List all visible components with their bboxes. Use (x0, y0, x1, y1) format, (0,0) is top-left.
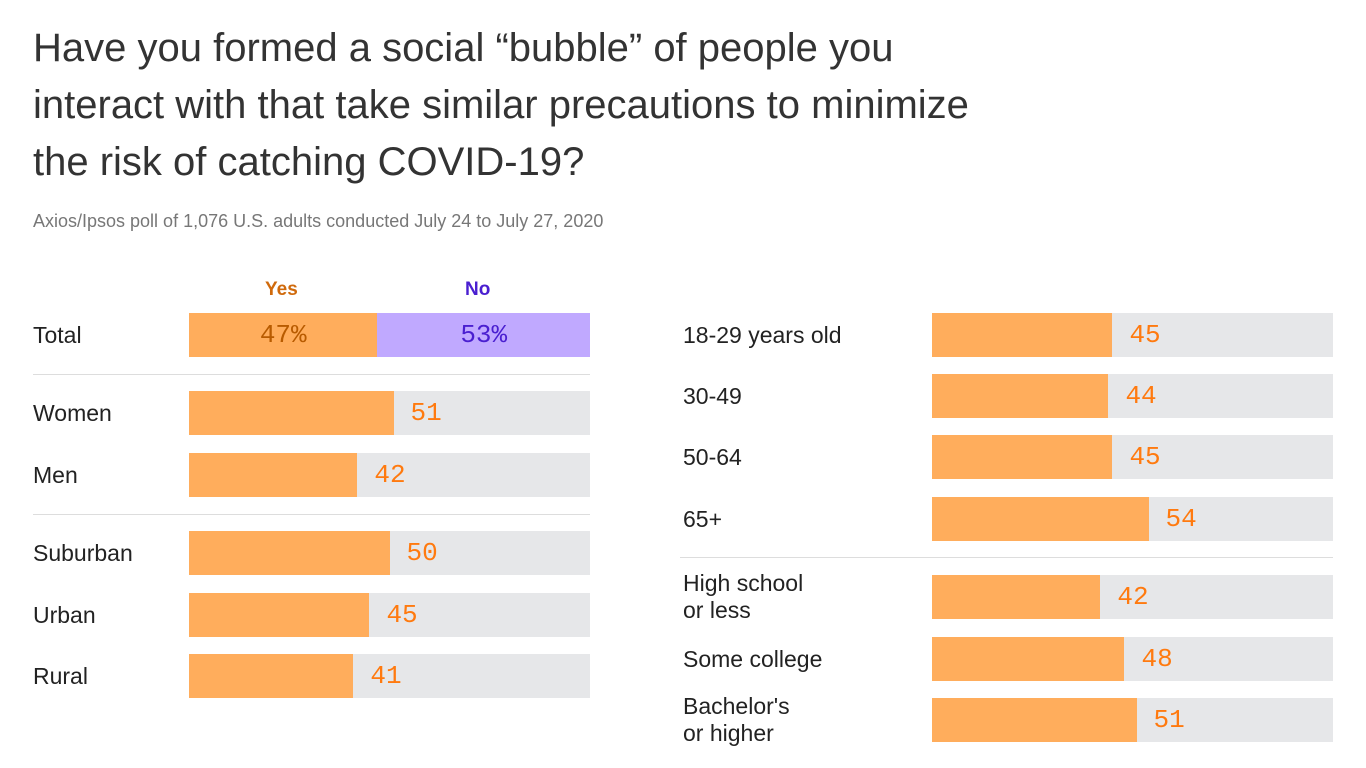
bar-row: 45 (189, 593, 590, 637)
bar-fill (932, 497, 1149, 541)
row-label: Urban (33, 601, 96, 628)
bar-yes (189, 313, 378, 357)
bar-fill (932, 637, 1125, 681)
row-label: Suburban (33, 539, 133, 566)
group-divider (680, 557, 1333, 558)
bar-row: 51 (189, 391, 590, 435)
bar-fill (189, 593, 370, 637)
row-label: Men (33, 461, 78, 488)
bar-row: 42 (189, 453, 590, 497)
value-label: 54 (1165, 504, 1197, 534)
value-label: 45 (1129, 320, 1161, 350)
row-label: Women (33, 399, 112, 426)
bar-fill (932, 435, 1113, 479)
row-label: Total (33, 321, 82, 348)
value-label: 45 (386, 600, 418, 630)
row-label: 65+ (683, 505, 723, 532)
row-label: Some college (683, 645, 823, 672)
bar-row: 44 (932, 374, 1333, 418)
value-label: 48 (1141, 644, 1173, 674)
row-label: High school or less (683, 570, 804, 623)
legend-no: No (465, 279, 491, 300)
value-label: 42 (374, 460, 406, 490)
value-label: 45 (1129, 442, 1161, 472)
chart-subtitle: Axios/Ipsos poll of 1,076 U.S. adults co… (33, 211, 604, 231)
value-label-yes: 47% (259, 320, 307, 350)
bar-fill (932, 313, 1113, 357)
group-divider (33, 514, 590, 515)
row-label: 18-29 years old (683, 321, 842, 348)
row-label: 50-64 (683, 443, 742, 470)
bar-fill (932, 374, 1109, 418)
bar-row: 45 (932, 435, 1333, 479)
bar-row: 51 (932, 698, 1333, 742)
value-label: 42 (1117, 582, 1149, 612)
bar-row: 42 (932, 575, 1333, 619)
legend-yes: Yes (265, 279, 298, 300)
bar-fill (189, 391, 394, 435)
bar-row: 45 (932, 313, 1333, 357)
row-label: Bachelor's or higher (683, 693, 790, 746)
bar-row: 50 (189, 531, 590, 575)
bar-row: 48 (932, 637, 1333, 681)
bar-fill (932, 575, 1101, 619)
value-label-no: 53% (460, 320, 508, 350)
value-label: 51 (1153, 705, 1185, 735)
total-bar: 47% 53% (189, 313, 590, 357)
bar-fill (189, 453, 358, 497)
bar-row: 41 (189, 654, 590, 698)
value-label: 44 (1125, 381, 1157, 411)
row-label: Rural (33, 662, 88, 689)
bar-fill (932, 698, 1137, 742)
bar-row: 54 (932, 497, 1333, 541)
row-label: 30-49 (683, 382, 742, 409)
group-divider (33, 374, 590, 375)
bar-fill (189, 531, 390, 575)
bar-fill (189, 654, 354, 698)
value-label: 50 (406, 538, 438, 568)
value-label: 51 (410, 398, 442, 428)
chart-title: Have you formed a social “bubble” of peo… (33, 26, 969, 184)
value-label: 41 (370, 661, 402, 691)
